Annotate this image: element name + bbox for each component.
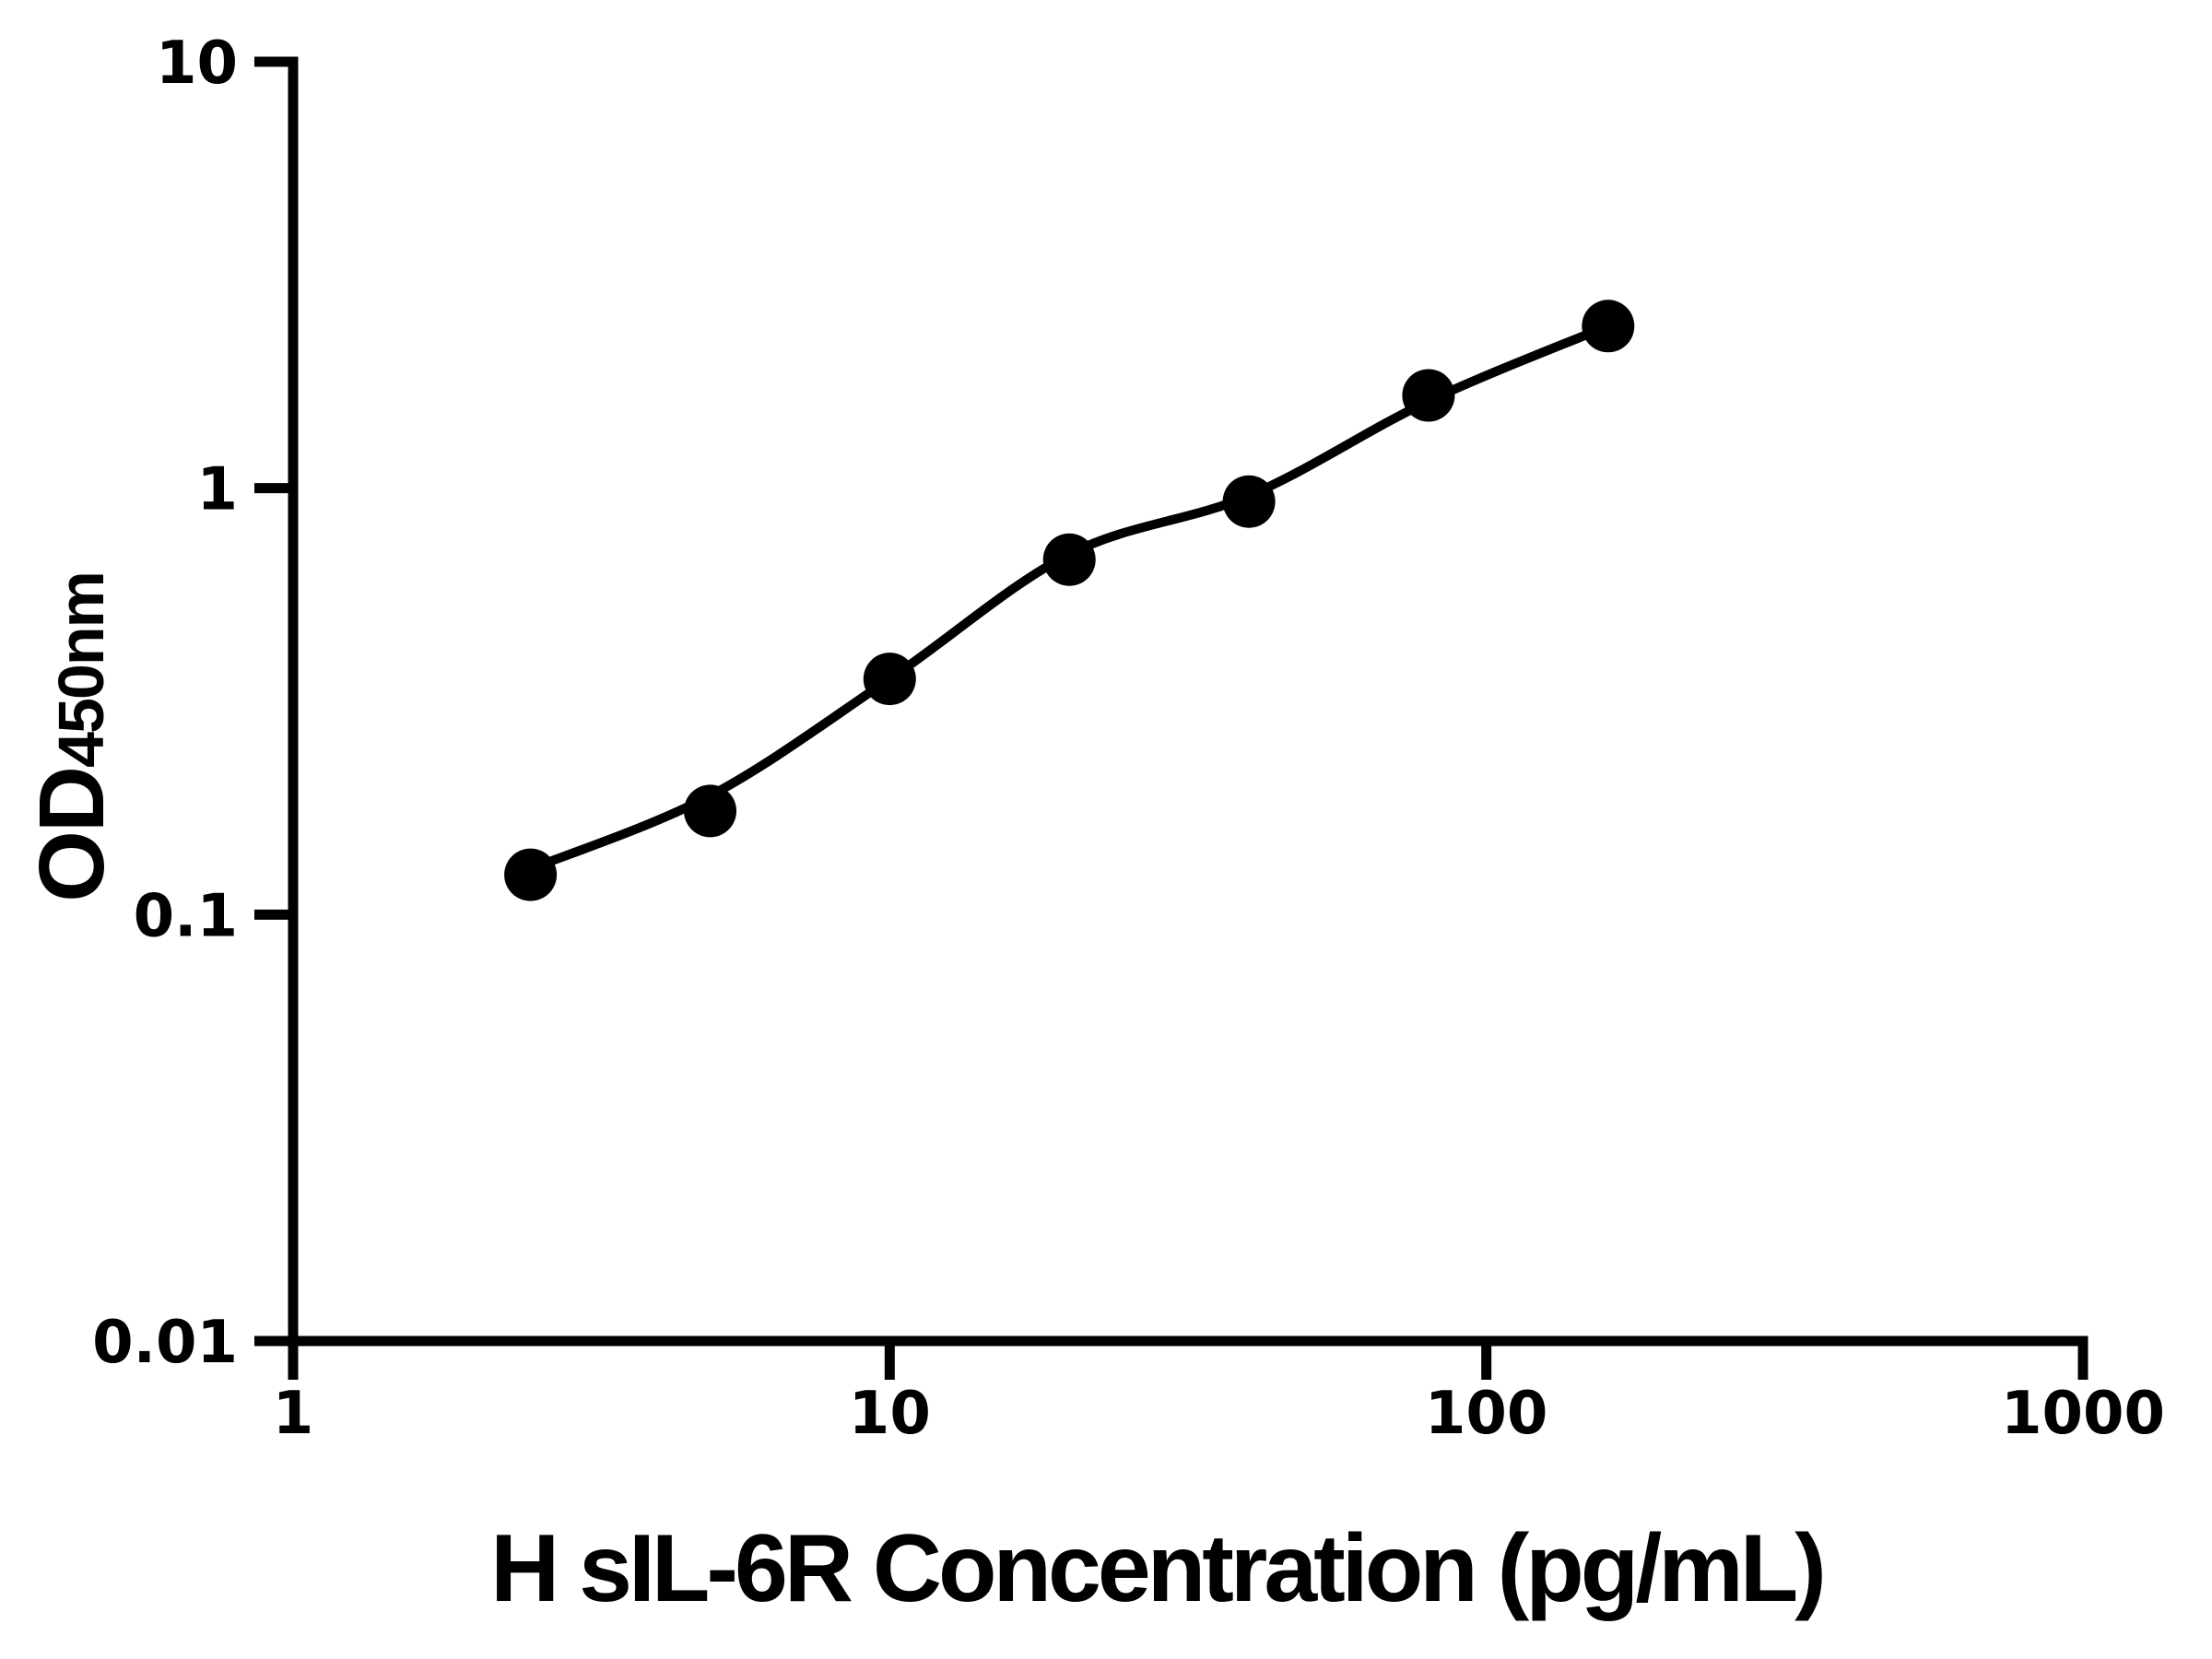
y-tick-label: 10 — [156, 29, 238, 98]
data-point — [1582, 300, 1635, 353]
data-point — [684, 784, 736, 838]
y-tick-label: 1 — [196, 456, 238, 524]
axis-tick-labels: 1 10 100 1000 10 1 0.1 0.01 — [92, 29, 2165, 1448]
axis-ticks — [254, 56, 2088, 1380]
y-axis-title-sub: 450nm — [45, 572, 117, 768]
y-tick-label: 0.01 — [92, 1309, 238, 1377]
x-tick-label: 10 — [849, 1380, 931, 1448]
y-axis-title-main: OD — [20, 768, 124, 902]
data-points-group — [504, 300, 1635, 901]
data-point — [504, 848, 558, 901]
data-point — [863, 653, 916, 706]
y-axis-title: OD450nm — [20, 572, 124, 902]
x-axis-title: H sIL-6R Concentration (pg/mL) — [490, 1515, 1823, 1622]
data-point — [1402, 369, 1455, 422]
x-tick-label: 1000 — [2001, 1380, 2165, 1448]
x-tick-label: 100 — [1425, 1380, 1548, 1448]
data-point — [1222, 475, 1276, 528]
x-tick-label: 1 — [273, 1380, 314, 1448]
axes — [288, 56, 2088, 1347]
y-tick-label: 0.1 — [134, 882, 238, 950]
data-point — [1042, 533, 1096, 586]
